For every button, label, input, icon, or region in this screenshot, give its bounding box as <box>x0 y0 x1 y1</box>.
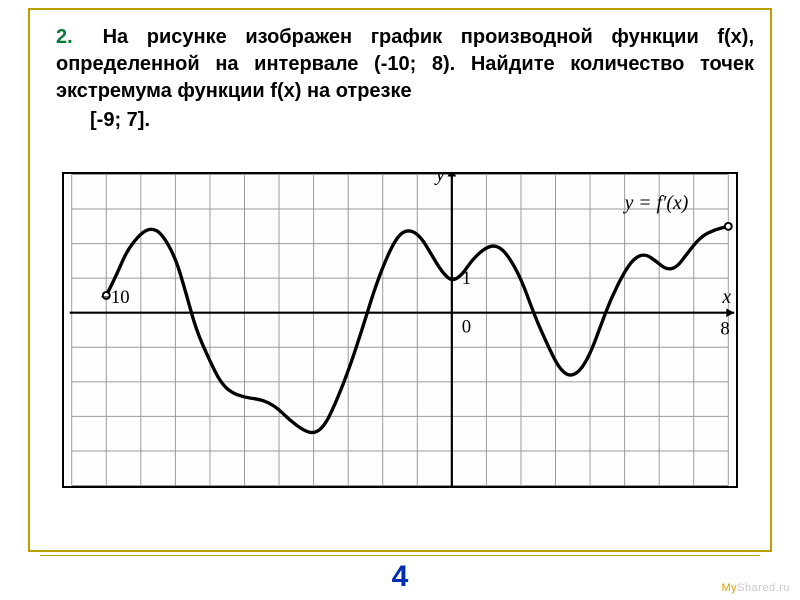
svg-text:y = f′(x): y = f′(x) <box>623 192 689 214</box>
svg-text:0: 0 <box>462 316 471 337</box>
svg-text:−10: −10 <box>100 287 129 308</box>
chart-svg: y x y = f′(x) −10 1 0 8 <box>64 174 736 486</box>
watermark: MyShared.ru <box>722 582 790 594</box>
watermark-prefix: My <box>722 582 738 594</box>
svg-text:x: x <box>721 286 731 308</box>
chart-container: y x y = f′(x) −10 1 0 8 <box>62 172 738 488</box>
svg-text:y: y <box>434 174 445 185</box>
svg-text:8: 8 <box>720 318 729 339</box>
problem-number: 2. <box>56 24 84 51</box>
problem-body: На рисунке изображен график производной … <box>56 26 754 102</box>
bottom-rule <box>40 555 760 556</box>
problem-interval: [-9; 7]. <box>90 107 754 134</box>
svg-text:1: 1 <box>462 268 471 289</box>
problem-statement: 2. На рисунке изображен график производн… <box>56 24 754 134</box>
watermark-suffix: Shared.ru <box>737 582 790 594</box>
answer-value: 4 <box>0 560 800 594</box>
